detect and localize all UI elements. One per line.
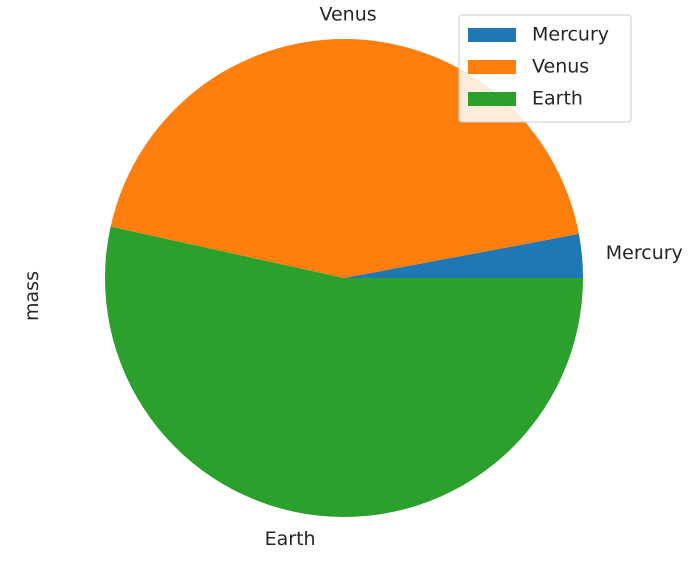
pie-slice-mercury	[344, 233, 583, 278]
legend: Mercury Venus Earth	[458, 14, 632, 123]
pie-slice-labels: Mercury Venus Earth	[265, 4, 683, 550]
slice-label-earth: Earth	[265, 528, 316, 550]
slice-label-venus: Venus	[319, 4, 376, 26]
legend-items: Mercury Venus Earth	[468, 24, 609, 110]
legend-label-venus: Venus	[532, 56, 589, 78]
pie-slice-earth	[105, 226, 583, 517]
slice-label-mercury: Mercury	[606, 242, 683, 264]
legend-swatch-mercury	[468, 28, 516, 42]
legend-label-earth: Earth	[532, 88, 583, 110]
legend-label-mercury: Mercury	[532, 24, 609, 46]
y-axis-label: mass	[21, 271, 43, 321]
legend-swatch-venus	[468, 60, 516, 74]
legend-swatch-earth	[468, 92, 516, 106]
